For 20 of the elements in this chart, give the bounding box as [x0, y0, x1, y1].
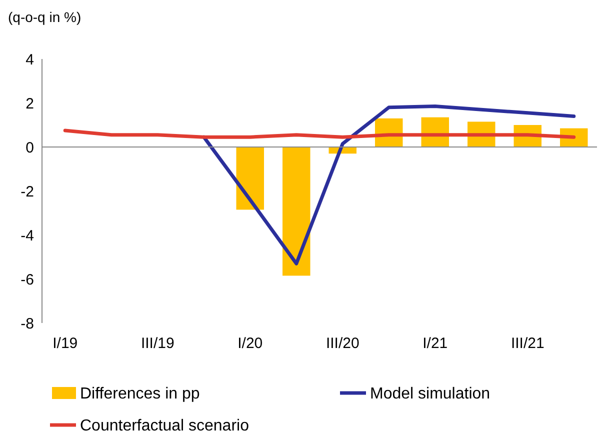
x-tick-label: III/19 — [140, 335, 174, 352]
y-tick-label: 0 — [26, 139, 34, 156]
y-tick-label: 4 — [26, 51, 34, 68]
legend-label: Model simulation — [370, 386, 490, 403]
legend-label: Differences in pp — [80, 386, 200, 403]
line-series — [202, 104, 576, 266]
x-tick-label: I/21 — [422, 335, 448, 352]
y-tick-label: -8 — [20, 315, 34, 332]
x-tick-label: I/20 — [238, 335, 263, 352]
legend-label: Counterfactual scenario — [80, 418, 250, 435]
y-axis-title: (q-o-q in %) — [8, 9, 82, 25]
y-tick-label: -4 — [20, 227, 34, 244]
x-tick-label: III/21 — [510, 335, 544, 352]
bar — [282, 147, 310, 276]
x-tick-label: I/19 — [52, 335, 78, 352]
bar — [236, 147, 264, 210]
y-tick-label: -6 — [20, 271, 34, 288]
y-tick-label: 2 — [26, 95, 34, 112]
y-tick-label: -2 — [20, 183, 34, 200]
x-tick-label: III/20 — [326, 335, 360, 352]
